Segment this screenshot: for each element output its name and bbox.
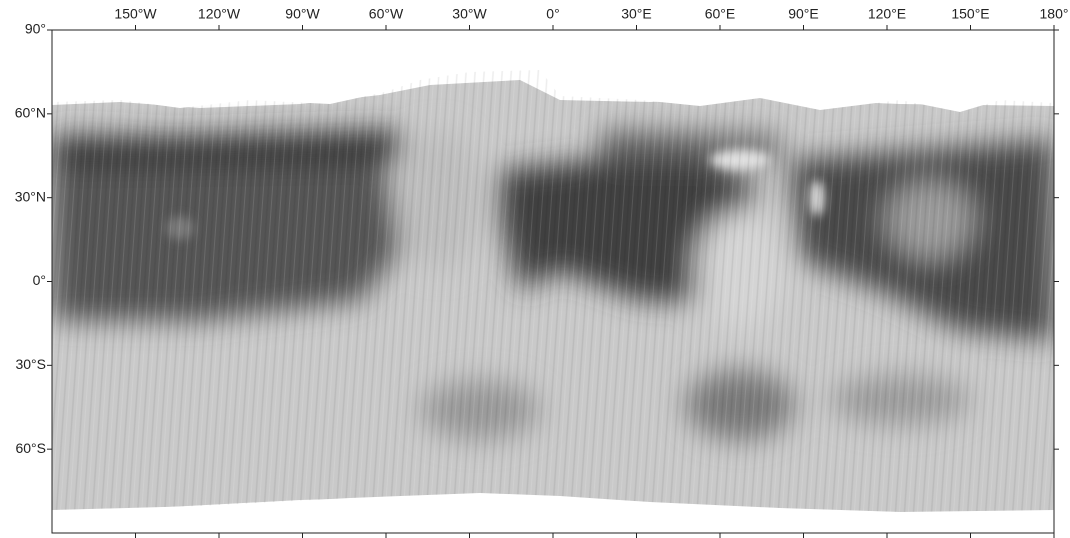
lat-tick-label: 90° <box>25 21 46 37</box>
lon-tick-label: 60°W <box>369 6 404 22</box>
lon-tick-label: 30°W <box>452 6 487 22</box>
lat-tick-label: 30°N <box>15 188 46 204</box>
lat-tick-label: 30°S <box>15 356 46 372</box>
lat-tick-label: 0° <box>33 272 46 288</box>
lat-tick-label: 60°S <box>15 440 46 456</box>
lon-tick-label: 0° <box>546 6 559 22</box>
lon-tick-label: 30°E <box>621 6 652 22</box>
lon-tick-label: 90°W <box>285 6 320 22</box>
lon-tick-label: 150°E <box>951 6 989 22</box>
map-figure: 150°W 120°W 90°W 60°W 30°W 0° 30°E 60°E 90°E 120°… <box>0 0 1070 538</box>
albedo-image <box>52 30 1054 533</box>
lon-tick-label: 180° <box>1040 6 1069 22</box>
lon-tick-label: 90°E <box>788 6 819 22</box>
lon-tick-label: 150°W <box>114 6 157 22</box>
lon-tick-label: 120°W <box>198 6 241 22</box>
lon-tick-label: 120°E <box>868 6 906 22</box>
lat-tick-label: 60°N <box>15 105 46 121</box>
lon-tick-label: 60°E <box>705 6 736 22</box>
